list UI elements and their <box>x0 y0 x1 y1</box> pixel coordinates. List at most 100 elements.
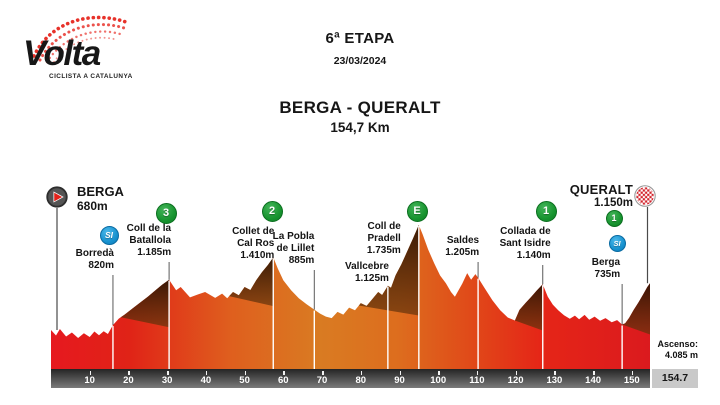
axis-tick <box>167 371 169 375</box>
ascent-value: 4.085 m <box>664 350 698 360</box>
axis-tick-label: 40 <box>200 375 212 386</box>
poi-label-line: Pradell <box>367 233 401 244</box>
ascent-label: Ascenso: <box>657 339 698 349</box>
axis-tick-label: 30 <box>161 375 173 386</box>
poi-label-line: Sant Isidre <box>499 238 551 249</box>
terrain-area <box>51 225 650 370</box>
poi-label: Saldes 1.205m <box>445 235 479 259</box>
poi-label-line: Berga <box>591 257 621 268</box>
poi-label-line: Saldes <box>446 235 480 246</box>
poi-label: Coll de Pradell 1.735m <box>367 221 401 257</box>
poi-label-line: 1.185m <box>137 247 172 258</box>
poi-label: Berga 735m <box>592 257 620 281</box>
volta-logo-subtitle: CICLISTA A CATALUNYA <box>49 73 133 80</box>
axis-tick-label: 100 <box>430 375 447 386</box>
poi-label: Collet de Cal Ros 1.410m <box>232 226 274 262</box>
poi-label-line: Cal Ros <box>237 238 275 249</box>
poi-label-line: 1.140m <box>516 250 551 261</box>
sprint-icon: SI <box>608 234 626 252</box>
distance-axis: 10 20 30 40 50 60 70 80 90 100 110 120 130 140 150 <box>51 369 650 388</box>
axis-tick <box>631 371 634 375</box>
sprint-icon: SI <box>99 225 119 245</box>
icon-label: 3 <box>162 207 170 219</box>
poi-label: Coll de la Batallola 1.185m <box>127 223 171 259</box>
total-ascent: Ascenso: 4.085 m <box>657 339 698 361</box>
axis-tick <box>554 371 556 375</box>
axis-tick <box>283 371 285 375</box>
sprint-icon-label: SI <box>613 238 621 248</box>
finish-label-block: QUERALT 1.150m <box>570 182 633 209</box>
poi-label-line: 820m <box>88 260 114 271</box>
category-1-icon-label: 1 <box>611 213 617 223</box>
axis-tick <box>244 371 247 375</box>
axis-tick-label: 50 <box>239 375 250 386</box>
finish-elevation: 1.150m <box>593 197 633 209</box>
category-E-icon: E <box>406 200 428 222</box>
stage-distance: 154,7 Km <box>330 120 390 135</box>
climb-shadow <box>622 283 650 335</box>
start-icon <box>46 186 68 208</box>
poi-label-line: 1.205m <box>445 247 480 258</box>
climb-shadow <box>120 279 170 328</box>
poi-label-line: de Lillet <box>276 243 315 254</box>
axis-tick-label: 90 <box>394 375 405 386</box>
poi-label-line: 1.125m <box>354 273 389 284</box>
poi-label-line: Coll de <box>367 221 401 232</box>
poi-label: Collada de Sant Isidre 1.140m <box>500 226 551 262</box>
icon-label: SI <box>104 230 114 240</box>
volta-logo-title: Volta <box>23 34 101 73</box>
climb-shadow <box>358 225 419 316</box>
axis-tick <box>128 371 130 375</box>
axis-tick <box>476 371 479 375</box>
poi-label-line: 735m <box>594 269 621 280</box>
poi-label-line: La Pobla <box>272 231 315 242</box>
poi-label-line: Collada de <box>500 226 551 237</box>
stage-number: 6ª ETAPA <box>325 30 395 47</box>
axis-tick-label: 20 <box>123 375 134 386</box>
axis-tick-label: 120 <box>507 375 524 386</box>
icon-label: 2 <box>268 205 276 217</box>
start-label-block: BERGA 680m <box>77 184 124 213</box>
axis-tick <box>360 371 363 375</box>
axis-tick <box>515 371 518 375</box>
icon-label: E <box>413 205 421 217</box>
poi-label-line: Coll de la <box>126 223 172 234</box>
axis-tick <box>322 371 324 375</box>
axis-tick <box>593 371 595 375</box>
poi-label: La Pobla de Lillet 885m <box>273 231 315 267</box>
poi-label-line: 1.410m <box>240 250 275 261</box>
finish-name: QUERALT <box>569 182 633 197</box>
poi-label-line: 1.735m <box>366 245 401 256</box>
axis-tick-label: 80 <box>355 375 367 386</box>
start-elevation: 680m <box>77 199 108 213</box>
poi-label: Borredà 820m <box>76 248 114 272</box>
axis-tick <box>399 371 401 375</box>
category-3-icon: 3 <box>155 202 177 224</box>
poi-label-line: Vallcebre <box>344 261 389 272</box>
axis-tick <box>438 371 440 375</box>
volta-logo-swirl <box>32 15 128 64</box>
marker-line-group <box>56 207 649 370</box>
climb-shadow <box>514 284 543 331</box>
axis-tick-label: 10 <box>84 375 95 386</box>
start-name: BERGA <box>77 184 124 199</box>
poi-label-line: Collet de <box>232 226 275 237</box>
climb-shadow <box>229 257 274 307</box>
poi-label-line: Batallola <box>129 235 172 246</box>
axis-tick-label: 60 <box>278 375 289 386</box>
axis-tick-label: 110 <box>469 375 485 386</box>
axis-tick-label: 130 <box>546 375 563 386</box>
axis-tick <box>89 371 92 375</box>
axis-tick-label: 150 <box>623 375 640 386</box>
poi-label: Vallcebre 1.125m <box>345 261 389 285</box>
stage-date: 23/03/2024 <box>333 55 387 67</box>
climb-shadow-group <box>120 225 650 335</box>
total-distance-box: 154.7 <box>652 369 698 388</box>
poi-label-line: Borredà <box>75 248 114 259</box>
finish-icon <box>634 185 656 207</box>
axis-tick <box>205 371 208 375</box>
category-2-icon: 2 <box>261 200 283 222</box>
axis-tick-label: 140 <box>585 375 602 386</box>
category-1-icon: 1 <box>535 200 557 222</box>
